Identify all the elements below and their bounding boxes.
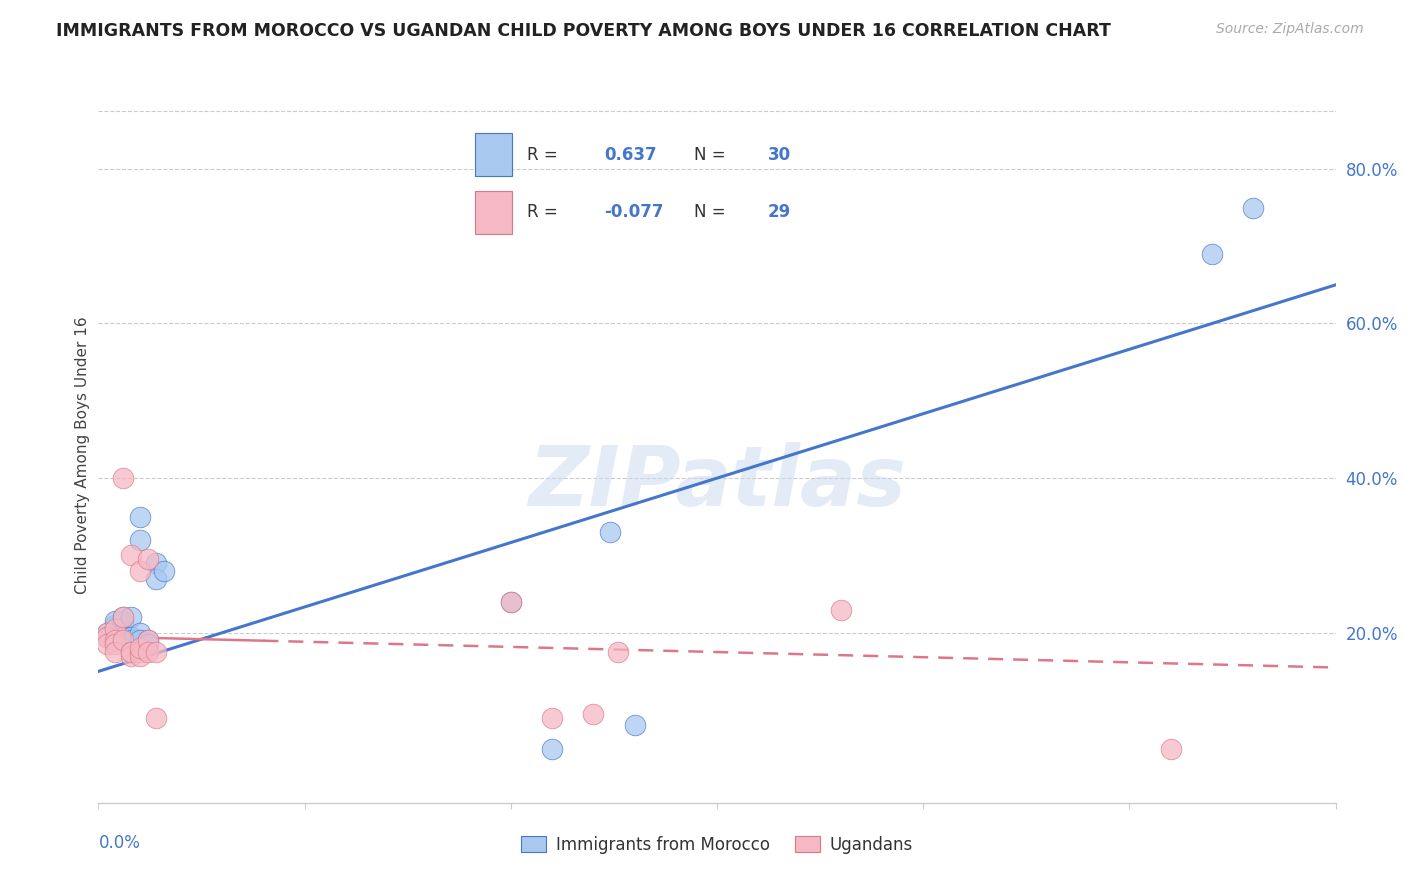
- Point: [599, 525, 621, 540]
- Point: [607, 645, 630, 659]
- Point: [1160, 741, 1182, 756]
- Text: ZIPatlas: ZIPatlas: [529, 442, 905, 524]
- Point: [153, 564, 176, 578]
- Point: [136, 552, 159, 566]
- Point: [96, 630, 118, 644]
- Point: [112, 614, 135, 628]
- Point: [104, 625, 127, 640]
- Point: [582, 706, 605, 721]
- Point: [96, 625, 118, 640]
- Point: [112, 630, 135, 644]
- Point: [128, 633, 150, 648]
- Point: [104, 633, 127, 648]
- Point: [104, 614, 127, 628]
- Legend: Immigrants from Morocco, Ugandans: Immigrants from Morocco, Ugandans: [515, 830, 920, 861]
- Point: [128, 509, 150, 524]
- Point: [120, 633, 142, 648]
- Text: IMMIGRANTS FROM MOROCCO VS UGANDAN CHILD POVERTY AMONG BOYS UNDER 16 CORRELATION: IMMIGRANTS FROM MOROCCO VS UGANDAN CHILD…: [56, 22, 1111, 40]
- Point: [120, 645, 142, 659]
- Point: [136, 633, 159, 648]
- Point: [136, 637, 159, 651]
- Point: [104, 630, 127, 644]
- Point: [128, 625, 150, 640]
- Point: [104, 622, 127, 636]
- Point: [112, 625, 135, 640]
- Point: [120, 549, 142, 563]
- Point: [136, 633, 159, 648]
- Point: [112, 633, 135, 648]
- Point: [128, 564, 150, 578]
- Point: [541, 711, 564, 725]
- Point: [104, 645, 127, 659]
- Text: 0.0%: 0.0%: [98, 834, 141, 852]
- Point: [128, 641, 150, 656]
- Point: [541, 741, 564, 756]
- Point: [145, 556, 167, 570]
- Point: [96, 625, 118, 640]
- Point: [623, 718, 645, 732]
- Y-axis label: Child Poverty Among Boys Under 16: Child Poverty Among Boys Under 16: [75, 316, 90, 594]
- Point: [145, 711, 167, 725]
- Point: [120, 645, 142, 659]
- Point: [120, 630, 142, 644]
- Point: [128, 648, 150, 663]
- Point: [120, 610, 142, 624]
- Text: Source: ZipAtlas.com: Source: ZipAtlas.com: [1216, 22, 1364, 37]
- Point: [128, 645, 150, 659]
- Point: [830, 602, 852, 616]
- Point: [145, 645, 167, 659]
- Point: [136, 645, 159, 659]
- Point: [112, 610, 135, 624]
- Point: [112, 471, 135, 485]
- Point: [499, 595, 522, 609]
- Point: [499, 595, 522, 609]
- Point: [120, 630, 142, 644]
- Point: [112, 610, 135, 624]
- Point: [112, 630, 135, 644]
- Point: [104, 637, 127, 651]
- Point: [1241, 201, 1264, 215]
- Point: [96, 630, 118, 644]
- Point: [128, 533, 150, 547]
- Point: [104, 618, 127, 632]
- Point: [96, 637, 118, 651]
- Point: [1201, 247, 1223, 261]
- Point: [145, 572, 167, 586]
- Point: [120, 648, 142, 663]
